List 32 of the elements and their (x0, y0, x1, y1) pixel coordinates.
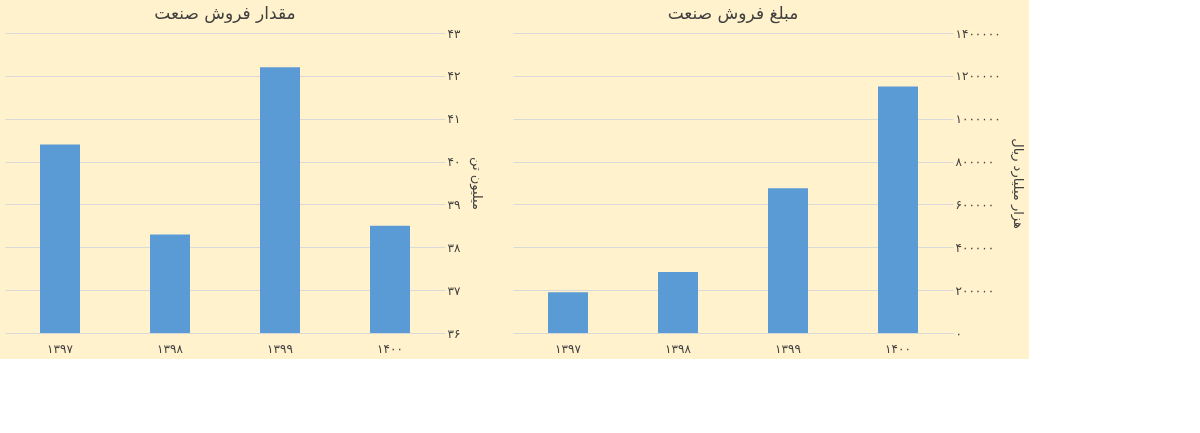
bar (658, 271, 698, 333)
x-tick-label: ۱۳۹۹ (267, 341, 293, 356)
y-tick-label: ۱۰۰۰۰۰۰ (955, 112, 1001, 127)
y-tick-label: ۸۰۰۰۰۰ (955, 155, 995, 170)
x-tick-label: ۱۳۹۷ (555, 341, 582, 356)
y-axis-title: هزار میلیارد ریال (1009, 138, 1026, 229)
y-tick-label: ۳۸ (447, 240, 461, 255)
chart-title: مبلغ فروش صنعت (667, 3, 799, 24)
bar (548, 292, 588, 333)
chart-title: مقدار فروش صنعت (154, 3, 296, 23)
y-tick-label: ۴۱ (447, 112, 461, 127)
y-tick-label: ۱۲۰۰۰۰۰ (955, 69, 1001, 84)
x-tick-label: ۱۳۹۷ (47, 341, 74, 356)
bar (878, 86, 918, 333)
bar (768, 188, 808, 333)
y-tick-label: ۰ (955, 326, 962, 341)
x-tick-label: ۱۴۰۰ (885, 341, 911, 356)
x-tick-label: ۱۳۹۸ (157, 341, 184, 356)
y-axis-title: میلیون تن (469, 156, 486, 211)
x-tick-label: ۱۳۹۹ (775, 341, 801, 356)
y-tick-label: ۱۴۰۰۰۰۰ (955, 26, 1001, 41)
x-tick-label: ۱۴۰۰ (377, 341, 403, 356)
y-tick-label: ۴۲ (447, 69, 461, 84)
y-tick-label: ۳۹ (447, 197, 461, 212)
y-tick-label: ۲۰۰۰۰۰ (955, 283, 995, 298)
y-tick-label: ۴۰ (447, 155, 461, 170)
x-tick-label: ۱۳۹۸ (665, 341, 692, 356)
y-tick-label: ۳۷ (447, 283, 461, 298)
y-tick-label: ۴۳ (447, 26, 461, 41)
y-tick-label: ۴۰۰۰۰۰ (955, 240, 995, 255)
y-tick-label: ۳۶ (447, 326, 461, 341)
y-tick-label: ۶۰۰۰۰۰ (955, 197, 995, 212)
